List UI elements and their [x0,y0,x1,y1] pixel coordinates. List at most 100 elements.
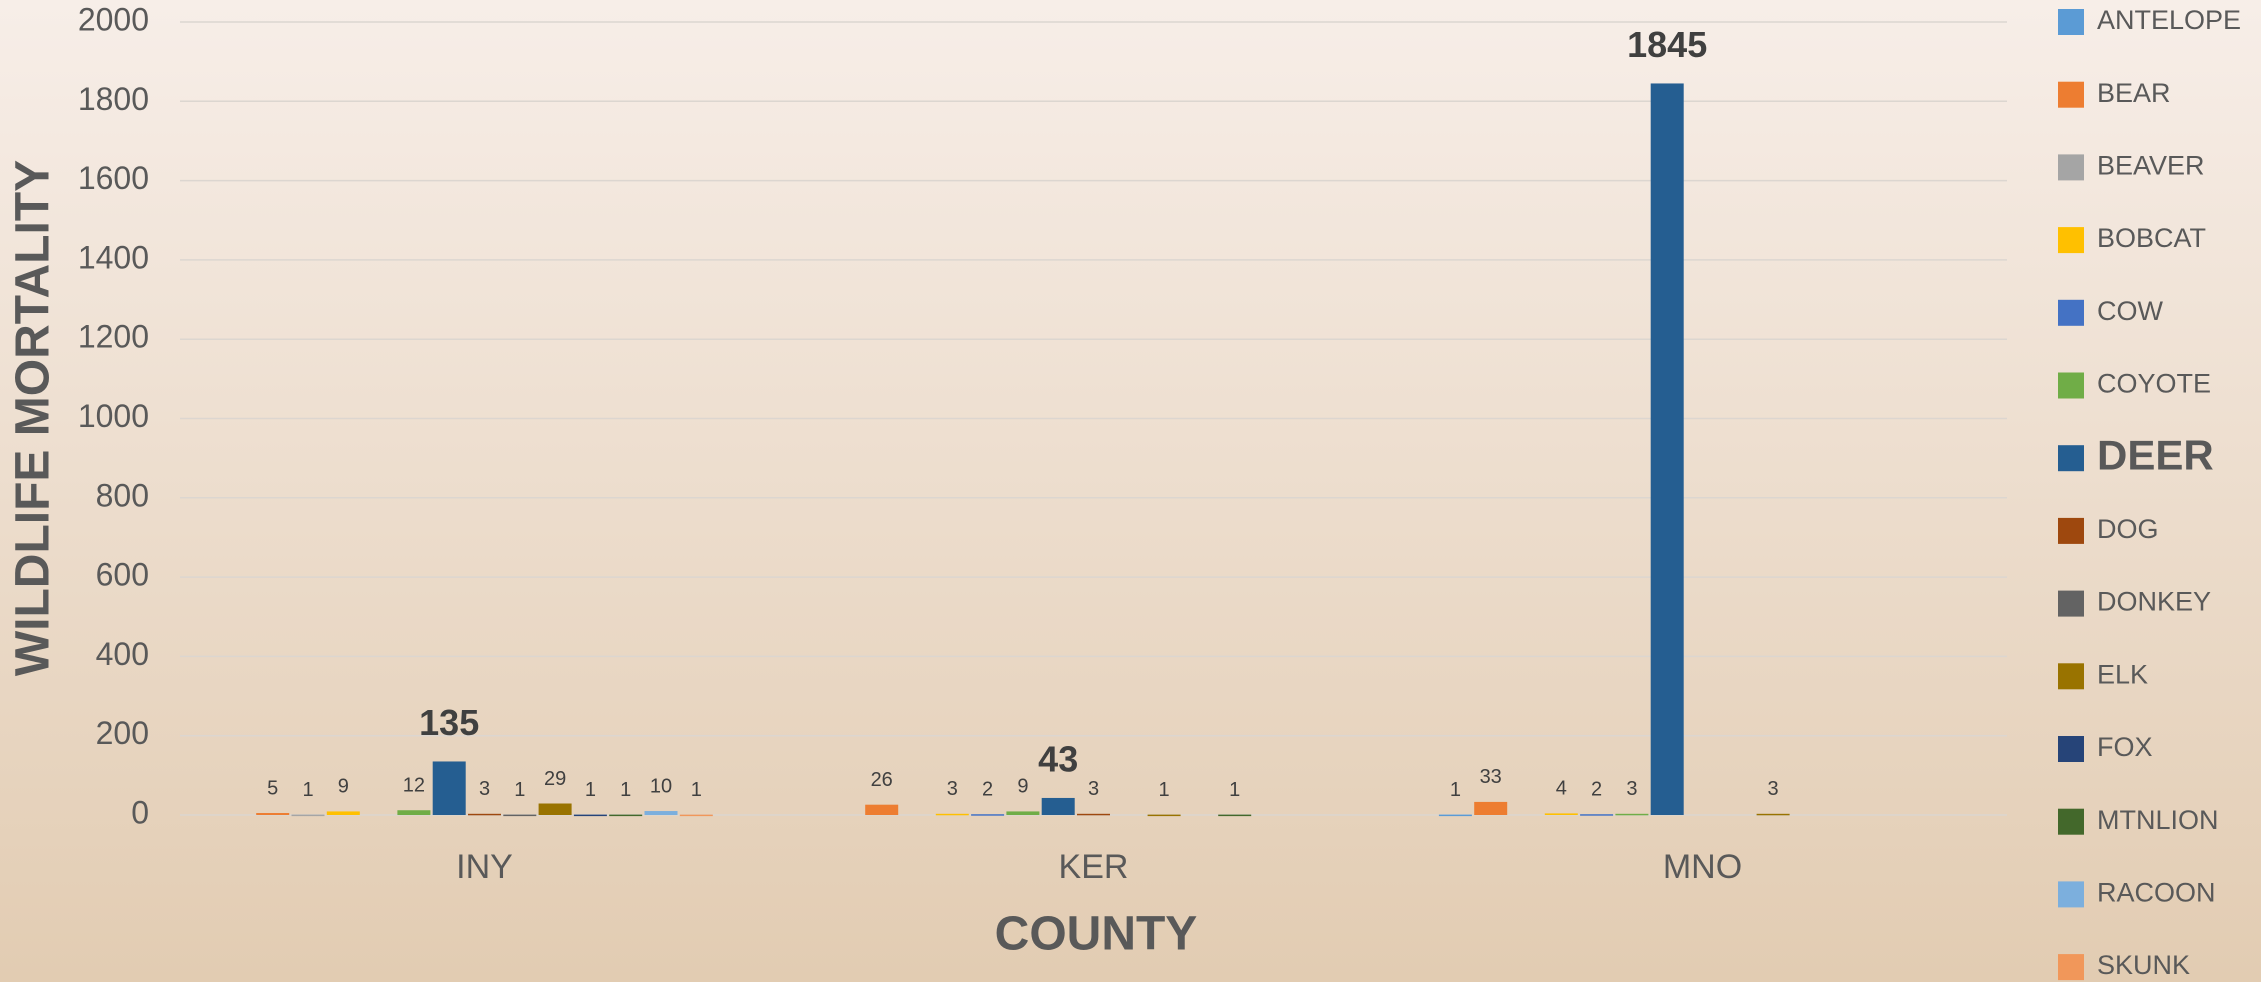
data-label: 3 [947,778,958,800]
x-axis-title: COUNTY [995,908,1198,961]
data-label: 29 [544,768,566,790]
y-tick-label: 1400 [78,239,149,275]
legend-label: FOX [2097,732,2153,762]
y-tick-label: 1000 [78,398,149,434]
legend-swatch [2058,590,2084,617]
bar [468,813,501,816]
y-tick-label: 1600 [78,160,149,196]
data-label: 1 [585,779,596,801]
legend-label: BOBCAT [2097,223,2206,253]
legend-label: DEER [2097,431,2214,478]
legend-swatch [2058,663,2084,690]
bar [1580,814,1614,816]
legend-label: BEAVER [2097,151,2205,181]
bar [679,814,713,817]
bar [1615,813,1649,816]
bar [397,810,431,815]
bar [971,814,1005,816]
bar [644,811,678,815]
data-label: 1 [691,779,702,801]
data-label: 1 [1229,779,1240,801]
bar [1650,83,1684,815]
bar [609,814,643,817]
bar [291,814,325,817]
data-label: 1 [514,779,525,801]
legend-swatch [2058,445,2084,472]
data-label: 33 [1480,766,1502,788]
legend-label: DONKEY [2097,587,2211,617]
legend-swatch [2058,954,2084,981]
legend-label: COW [2097,296,2164,326]
data-label: 10 [650,775,672,797]
data-label: 2 [982,778,993,800]
legend-label: ANTELOPE [2097,5,2241,35]
x-tick-label: INY [456,848,513,886]
data-label: 9 [338,776,349,798]
y-tick-label: 1200 [78,319,149,355]
legend-swatch [2058,881,2084,908]
bar [1006,811,1040,815]
data-label: 9 [1017,776,1028,798]
legend-swatch [2058,81,2084,108]
bar [326,811,360,815]
legend-swatch [2058,9,2084,35]
bar [1218,814,1252,817]
bar [256,813,290,815]
legend-swatch [2058,517,2084,544]
data-label: 135 [419,702,479,743]
y-axis-title: WILDLIFE MORTALITY [7,160,60,676]
data-label: 43 [1038,738,1078,779]
y-tick-label: 2000 [78,1,149,37]
bar [432,761,466,815]
legend-swatch [2058,372,2084,399]
legend-label: BEAR [2097,78,2171,108]
x-tick-label: MNO [1663,848,1742,886]
bar [538,803,572,815]
bar [1544,813,1578,815]
data-label: 1 [620,779,631,801]
x-tick-label: KER [1059,848,1129,886]
data-label: 2 [1591,778,1602,800]
data-label: 3 [1768,778,1779,800]
y-tick-label: 600 [96,557,149,593]
bar [1438,814,1472,817]
bar [935,813,969,816]
y-tick-label: 1800 [78,81,149,117]
legend-label: MTNLION [2097,805,2219,835]
y-tick-label: 0 [131,794,149,830]
legend-label: SKUNK [2097,950,2190,980]
legend-swatch [2058,736,2084,762]
legend-swatch [2058,808,2084,835]
bar [865,804,899,815]
data-label: 12 [403,775,425,797]
bar [1041,797,1075,815]
data-label: 3 [1626,778,1637,800]
data-label: 1 [302,779,313,801]
data-label: 3 [1088,778,1099,800]
data-label: 1845 [1627,24,1707,65]
y-tick-label: 800 [96,477,149,513]
legend-label: RACOON [2097,878,2216,908]
legend-swatch [2058,299,2084,326]
data-label: 4 [1556,778,1567,800]
y-tick-label: 200 [96,715,149,751]
legend-label: ELK [2097,659,2148,689]
bar [1756,813,1790,816]
y-tick-label: 400 [96,636,149,672]
bar [1147,814,1181,817]
legend-label: COYOTE [2097,369,2211,399]
legend-swatch [2058,227,2084,254]
data-label: 5 [267,777,278,799]
bar [503,814,537,817]
legend-swatch [2058,154,2084,181]
bar [1077,813,1110,816]
bar [573,814,607,817]
data-label: 1 [1159,779,1170,801]
data-label: 26 [871,769,893,791]
data-label: 1 [1450,779,1461,801]
data-label: 3 [479,778,490,800]
legend-label: DOG [2097,514,2159,544]
bar [1474,801,1508,815]
